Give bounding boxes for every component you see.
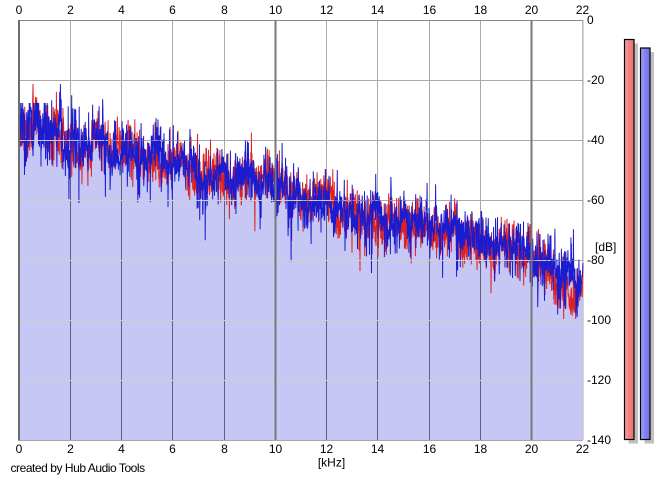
svg-text:22: 22 [576, 3, 590, 17]
svg-text:12: 12 [320, 3, 334, 17]
svg-text:-40: -40 [587, 133, 605, 147]
svg-text:[kHz]: [kHz] [318, 456, 345, 470]
svg-text:12: 12 [320, 442, 334, 456]
svg-text:8: 8 [221, 3, 228, 17]
svg-text:18: 18 [474, 442, 488, 456]
svg-text:8: 8 [221, 442, 228, 456]
svg-text:4: 4 [118, 442, 125, 456]
svg-text:-100: -100 [587, 313, 611, 327]
svg-text:22: 22 [576, 442, 590, 456]
svg-text:2: 2 [67, 3, 74, 17]
svg-text:14: 14 [371, 3, 385, 17]
svg-text:10: 10 [269, 3, 283, 17]
svg-text:0: 0 [16, 442, 23, 456]
svg-text:-140: -140 [587, 433, 611, 447]
svg-text:16: 16 [423, 3, 437, 17]
svg-text:-120: -120 [587, 373, 611, 387]
svg-text:0: 0 [16, 3, 23, 17]
svg-text:20: 20 [525, 442, 539, 456]
svg-text:16: 16 [423, 442, 437, 456]
svg-text:created by Hub Audio Tools: created by Hub Audio Tools [11, 461, 146, 475]
svg-text:10: 10 [269, 442, 283, 456]
svg-text:[dB]: [dB] [595, 240, 616, 254]
svg-text:-80: -80 [587, 253, 605, 267]
svg-text:4: 4 [118, 3, 125, 17]
svg-text:20: 20 [525, 3, 539, 17]
svg-text:14: 14 [371, 442, 385, 456]
svg-text:0: 0 [587, 13, 594, 27]
svg-text:6: 6 [169, 3, 176, 17]
svg-text:-20: -20 [587, 73, 605, 87]
svg-text:18: 18 [474, 3, 488, 17]
svg-text:2: 2 [67, 442, 74, 456]
svg-text:-60: -60 [587, 193, 605, 207]
svg-text:6: 6 [169, 442, 176, 456]
